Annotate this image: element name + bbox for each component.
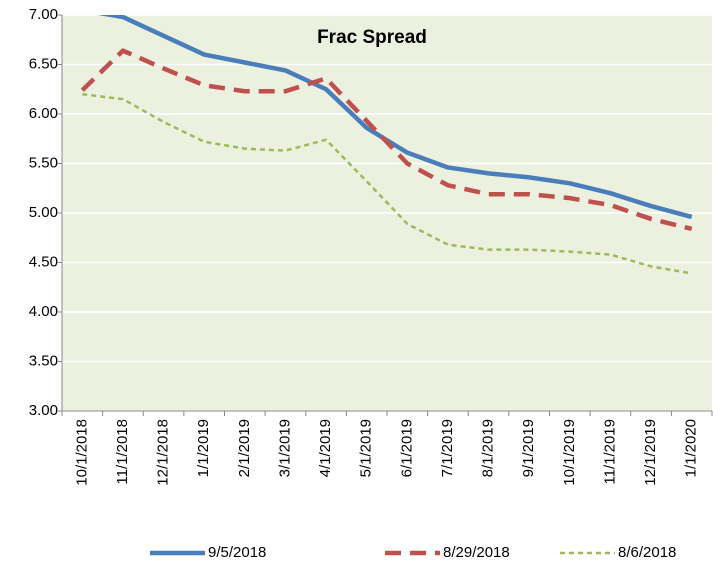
legend-label: 8/29/2018 [443, 544, 510, 561]
series-line [82, 92, 692, 275]
y-tick-label: 6.50 [29, 55, 58, 72]
x-tick-label: 12/1/2018 [155, 419, 172, 486]
y-tick-label: 6.00 [29, 105, 58, 122]
y-tick-label: 3.50 [29, 352, 58, 369]
x-tick-label: 12/1/2019 [642, 419, 659, 486]
legend-label: 8/6/2018 [618, 544, 676, 561]
x-tick-label: 6/1/2019 [398, 419, 415, 477]
y-tick-label: 5.00 [29, 204, 58, 221]
x-tick-label: 8/1/2019 [480, 419, 497, 477]
y-tick-label: 5.50 [29, 154, 58, 171]
x-tick-label: 5/1/2019 [358, 419, 375, 477]
x-tick-label: 11/1/2019 [601, 419, 618, 485]
x-tick-label: 1/1/2019 [195, 419, 212, 477]
chart-title: Frac Spread [317, 27, 427, 48]
x-tick-label: 3/1/2019 [276, 419, 293, 477]
x-tick-label: 4/1/2019 [317, 419, 334, 477]
x-tick-label: 9/1/2019 [520, 419, 537, 477]
x-tick-label: 10/1/2019 [561, 419, 578, 486]
y-tick-label: 7.00 [29, 6, 58, 23]
x-tick-label: 10/1/2018 [73, 419, 90, 486]
x-tick-label: 7/1/2019 [439, 419, 456, 477]
x-tick-label: 11/1/2018 [114, 419, 131, 485]
y-tick-label: 4.00 [29, 303, 58, 320]
y-tick-label: 4.50 [29, 253, 58, 270]
y-tick-label: 3.00 [29, 402, 58, 419]
x-tick-label: 1/1/2020 [683, 419, 700, 477]
series-line [80, 48, 693, 232]
legend-label: 9/5/2018 [208, 544, 266, 561]
x-tick-label: 2/1/2019 [236, 419, 253, 477]
